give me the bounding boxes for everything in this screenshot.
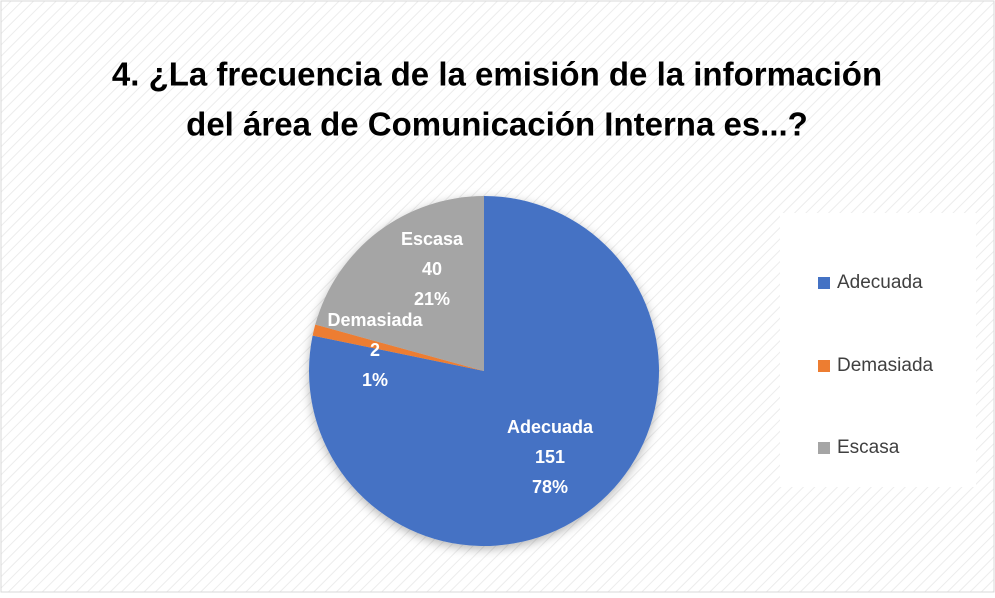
data-label-percent: 21% <box>414 289 450 309</box>
legend-marker <box>818 277 830 289</box>
pie-slice <box>312 324 484 371</box>
legend-label: Adecuada <box>837 272 923 293</box>
data-label-name: Escasa <box>401 229 464 249</box>
chart-title: del área de Comunicación Interna es...? <box>186 106 808 143</box>
data-label-value: 2 <box>370 340 380 360</box>
legend-label: Demasiada <box>837 355 934 376</box>
data-label-value: 40 <box>422 259 442 279</box>
data-label-percent: 1% <box>362 370 388 390</box>
pie <box>309 196 659 546</box>
pie-slice <box>315 196 484 371</box>
data-label-percent: 78% <box>532 477 568 497</box>
data-label-name: Adecuada <box>507 417 594 437</box>
legend-box <box>780 213 976 487</box>
chart-title: 4. ¿La frecuencia de la emisión de la in… <box>112 56 882 93</box>
data-label-name: Demasiada <box>327 310 423 330</box>
legend-label: Escasa <box>837 437 900 458</box>
legend-marker <box>818 360 830 372</box>
legend-marker <box>818 442 830 454</box>
data-label-value: 151 <box>535 447 565 467</box>
